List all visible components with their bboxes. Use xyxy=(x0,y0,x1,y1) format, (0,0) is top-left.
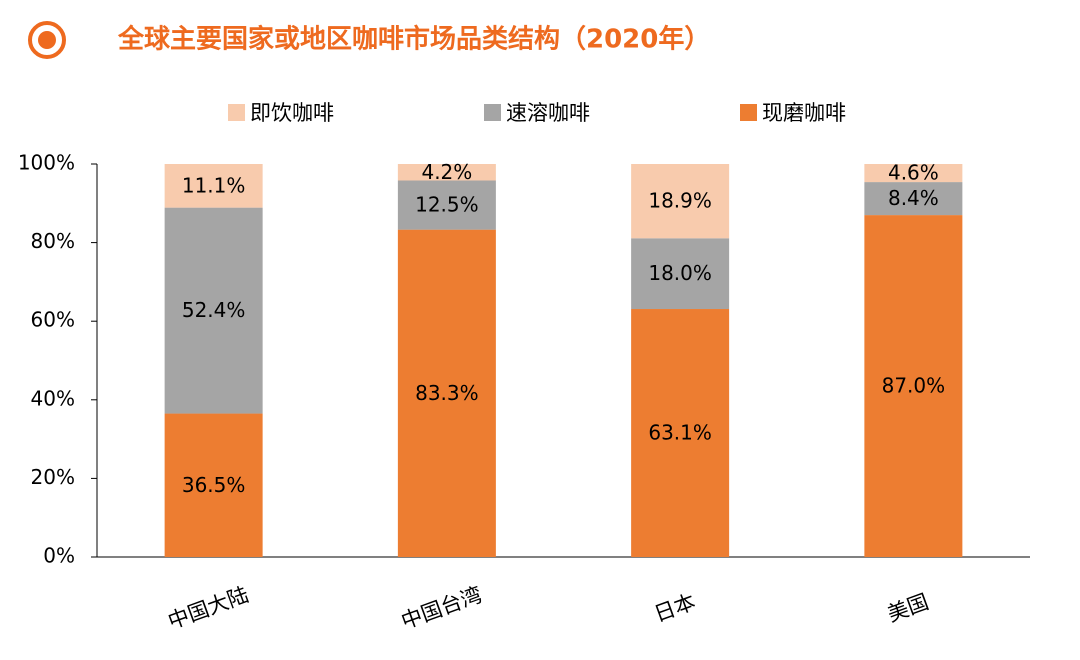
bar-segment xyxy=(864,182,963,216)
y-tick-label: 40% xyxy=(31,386,75,410)
bar-segment xyxy=(164,207,263,414)
title-icon-dot xyxy=(38,31,56,49)
legend-label: 速溶咖啡 xyxy=(506,101,590,125)
y-tick-label: 0% xyxy=(43,544,75,568)
bar-segment xyxy=(864,164,963,183)
value-label: 4.6% xyxy=(888,161,939,185)
x-tick-label: 中国台湾 xyxy=(398,582,485,633)
value-label: 18.9% xyxy=(648,189,712,213)
bar-segment xyxy=(631,164,730,239)
bar-segment xyxy=(631,238,730,310)
bar-segment xyxy=(397,164,496,181)
value-label: 11.1% xyxy=(182,173,246,197)
value-label: 4.2% xyxy=(421,160,472,184)
value-label: 87.0% xyxy=(882,374,946,398)
x-tick-label: 中国大陆 xyxy=(165,582,252,633)
bar-segment xyxy=(164,413,263,557)
legend-swatch xyxy=(740,104,757,121)
bar-segment xyxy=(864,215,963,557)
x-tick-label: 日本 xyxy=(651,590,699,627)
value-label: 12.5% xyxy=(415,193,479,217)
bar-segment xyxy=(397,180,496,230)
bar-segment xyxy=(164,164,263,208)
value-label: 83.3% xyxy=(415,381,479,405)
value-label: 8.4% xyxy=(888,186,939,210)
value-label: 63.1% xyxy=(648,421,712,445)
value-label: 36.5% xyxy=(182,473,246,497)
bar-segment xyxy=(631,309,730,557)
value-label: 18.0% xyxy=(648,261,712,285)
legend-label: 即饮咖啡 xyxy=(250,101,334,125)
value-label: 52.4% xyxy=(182,298,246,322)
bar-segment xyxy=(397,229,496,558)
chart-title: 全球主要国家或地区咖啡市场品类结构（2020年） xyxy=(117,24,710,55)
y-tick-label: 100% xyxy=(18,151,75,175)
y-tick-label: 60% xyxy=(31,308,75,332)
y-tick-label: 20% xyxy=(31,465,75,489)
legend-swatch xyxy=(228,104,245,121)
legend-label: 现磨咖啡 xyxy=(762,101,846,125)
legend-swatch xyxy=(484,104,501,121)
title-icon xyxy=(28,21,66,59)
y-tick-label: 80% xyxy=(31,229,75,253)
x-tick-label: 美国 xyxy=(884,590,932,627)
